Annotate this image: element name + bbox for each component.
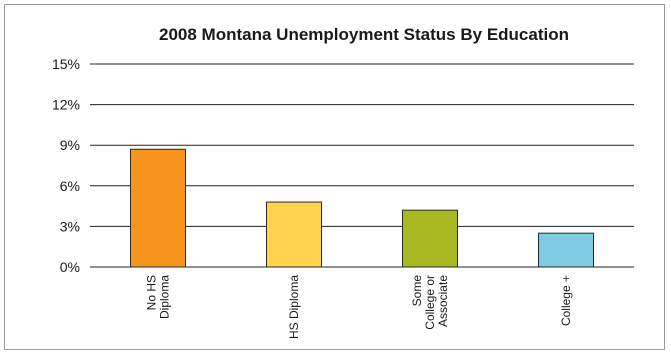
bar: [266, 201, 322, 268]
y-tick-label: 0%: [60, 259, 80, 275]
x-tick-label: No HSDiploma: [145, 275, 172, 319]
chart-frame: [4, 4, 665, 350]
x-tick-label: HS Diploma: [287, 275, 301, 339]
y-tick-label: 12%: [52, 97, 80, 113]
y-axis-ticks: 0% 3% 6% 9% 12% 15%: [52, 56, 80, 275]
y-tick-label: 3%: [60, 218, 80, 234]
x-tick-label: SomeCollege orAssociate: [410, 275, 450, 330]
bar: [402, 209, 458, 268]
y-tick-label: 6%: [60, 178, 80, 194]
y-tick-label: 9%: [60, 137, 80, 153]
x-tick-label: College +: [559, 275, 573, 326]
y-tick-label: 15%: [52, 56, 80, 72]
bars: [130, 148, 594, 268]
bar: [538, 232, 594, 268]
bar: [130, 148, 186, 268]
chart-title: 2008 Montana Unemployment Status By Educ…: [159, 25, 569, 44]
x-axis-ticks: No HSDiploma HS Diploma SomeCollege orAsso…: [145, 275, 574, 339]
